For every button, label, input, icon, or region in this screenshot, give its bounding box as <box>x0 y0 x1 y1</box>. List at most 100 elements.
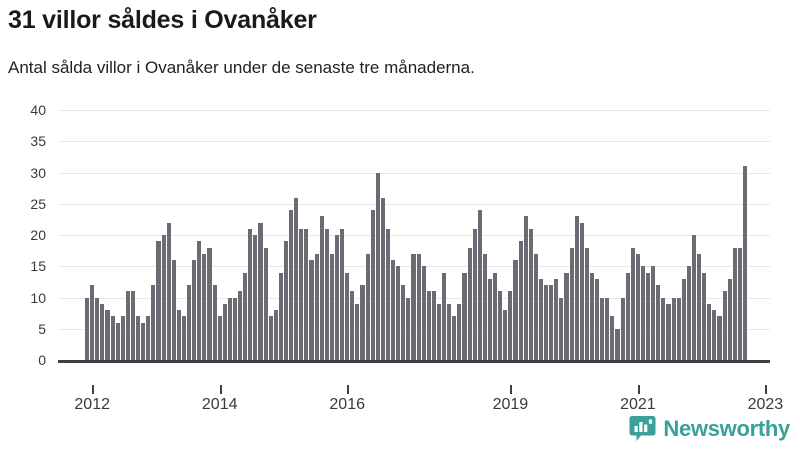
bar <box>227 297 232 360</box>
bar <box>442 272 447 360</box>
x-axis-tick-label: 2014 <box>201 396 238 413</box>
bar <box>263 247 268 360</box>
bar <box>472 228 477 360</box>
x-axis-tick <box>219 385 222 394</box>
bar <box>406 297 411 360</box>
bar <box>671 297 676 360</box>
bar <box>523 216 528 360</box>
bar <box>161 235 166 360</box>
bar-series <box>0 95 800 360</box>
bar <box>187 285 192 360</box>
bar <box>610 316 615 360</box>
y-axis-tick-label: 40 <box>30 102 46 118</box>
bar <box>202 253 207 360</box>
newsworthy-logo-text: Newsworthy <box>663 415 790 441</box>
gridline <box>58 235 770 236</box>
bar <box>171 260 176 360</box>
bar <box>110 316 115 360</box>
y-axis-tick-label: 20 <box>30 227 46 243</box>
x-axis-tick <box>637 385 640 394</box>
bar <box>243 272 248 360</box>
bar <box>294 197 299 360</box>
bar <box>115 322 120 360</box>
bar <box>396 266 401 360</box>
bar <box>559 297 564 360</box>
bar <box>334 235 340 360</box>
bar <box>365 253 370 360</box>
bar <box>625 272 630 360</box>
bar <box>544 285 549 360</box>
y-axis-tick-label: 15 <box>30 258 46 275</box>
bar <box>605 297 610 360</box>
y-axis-tick-label: 35 <box>30 133 46 150</box>
bar <box>686 266 691 360</box>
bar <box>549 285 554 360</box>
bar <box>192 260 197 360</box>
bar <box>584 247 589 360</box>
bar <box>314 253 319 360</box>
bar <box>166 222 171 360</box>
bar <box>421 266 426 360</box>
bar <box>666 303 671 360</box>
bar <box>156 241 161 360</box>
x-axis-tick-label: 2019 <box>492 396 529 413</box>
bar <box>100 303 105 360</box>
bar <box>691 235 697 360</box>
bar <box>350 291 355 360</box>
bar <box>635 253 640 360</box>
bar <box>513 260 518 360</box>
bar <box>477 210 482 360</box>
bar <box>268 316 273 360</box>
bar <box>656 285 661 360</box>
bar <box>238 291 243 360</box>
bar <box>411 253 416 360</box>
bar <box>401 285 406 360</box>
bar <box>722 291 727 360</box>
bar <box>253 235 258 360</box>
bar <box>630 247 635 360</box>
gridline <box>58 203 770 205</box>
bar <box>120 316 125 360</box>
bar <box>661 297 666 360</box>
bar <box>737 247 742 360</box>
bar <box>742 166 748 360</box>
x-axis-tick-label: 2023 <box>747 396 784 413</box>
bar <box>197 241 202 360</box>
bar <box>212 285 217 360</box>
bar <box>416 253 421 360</box>
bar <box>151 285 156 360</box>
bar <box>385 228 391 360</box>
bar <box>355 303 360 360</box>
bar <box>324 228 329 360</box>
bar <box>487 278 493 360</box>
bar <box>533 253 538 360</box>
bar <box>436 303 442 360</box>
bar <box>90 285 95 360</box>
bar <box>95 297 100 360</box>
bar <box>564 272 569 360</box>
bar <box>727 278 732 360</box>
bar <box>697 253 702 360</box>
bar <box>651 266 656 360</box>
x-axis-tick <box>347 385 350 394</box>
bar <box>345 272 350 360</box>
bar <box>457 303 462 360</box>
bar <box>579 222 584 360</box>
x-axis-tick-label: 2016 <box>329 396 365 413</box>
bar <box>620 297 625 360</box>
bar <box>289 210 294 360</box>
bar <box>467 247 472 360</box>
bar <box>222 303 227 360</box>
bar <box>518 241 523 360</box>
bar <box>615 328 620 360</box>
bar <box>146 316 151 360</box>
bar <box>136 316 141 360</box>
bar <box>528 228 533 360</box>
newsworthy-logo[interactable]: Newsworthy <box>629 415 790 442</box>
bar <box>426 291 431 360</box>
bar <box>207 247 212 360</box>
gridline <box>58 110 770 111</box>
bar <box>283 241 289 360</box>
bar <box>391 260 396 360</box>
